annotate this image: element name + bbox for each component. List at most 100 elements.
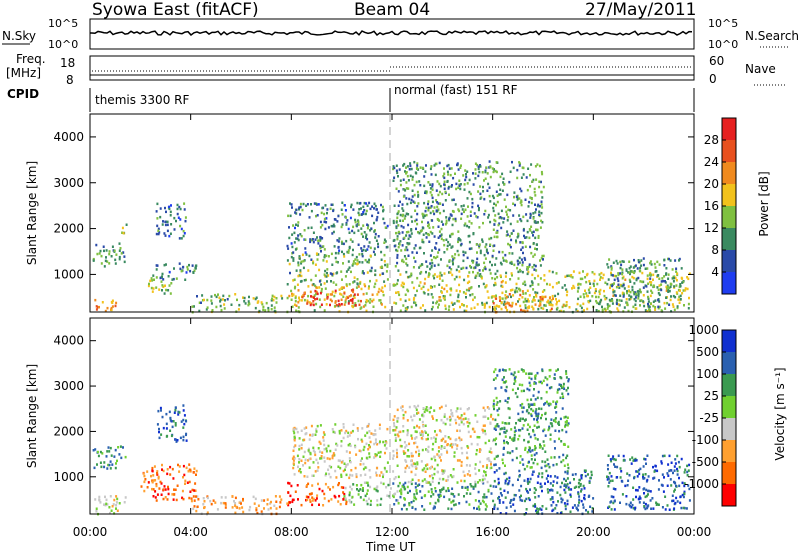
- scatter-cell: [397, 416, 400, 420]
- scatter-cell: [558, 429, 561, 433]
- scatter-cell: [546, 383, 549, 387]
- scatter-cell: [541, 206, 544, 209]
- scatter-cell: [629, 501, 632, 504]
- scatter-cell: [298, 444, 301, 448]
- scatter-cell: [537, 510, 539, 513]
- scatter-cell: [392, 179, 395, 182]
- scatter-cell: [367, 448, 370, 451]
- scatter-cell: [628, 298, 631, 301]
- scatter-cell: [526, 267, 529, 271]
- scatter-cell: [313, 202, 316, 205]
- scatter-cell: [361, 253, 364, 256]
- cpid-panel: CPID themis 3300 RF normal (fast) 151 RF: [7, 83, 695, 112]
- scatter-cell: [359, 474, 362, 477]
- scatter-cell: [559, 511, 562, 515]
- scatter-cell: [289, 214, 292, 218]
- scatter-cell: [567, 379, 570, 383]
- scatter-cell: [443, 251, 446, 254]
- scatter-cell: [254, 497, 257, 501]
- scatter-cell: [505, 205, 507, 209]
- scatter-cell: [411, 437, 414, 440]
- scatter-cell: [431, 185, 434, 188]
- scatter-cell: [469, 264, 471, 268]
- scatter-cell: [436, 201, 439, 204]
- scatter-cell: [601, 276, 604, 280]
- scatter-cell: [517, 232, 520, 236]
- scatter-cell: [488, 186, 491, 189]
- scatter-cell: [448, 217, 451, 220]
- scatter-cell: [622, 454, 625, 458]
- scatter-cell: [649, 280, 651, 284]
- scatter-cell: [435, 189, 438, 192]
- scatter-cell: [610, 459, 613, 463]
- scatter-cell: [649, 499, 652, 502]
- scatter-cell: [323, 443, 326, 447]
- scatter-cell: [426, 265, 429, 268]
- scatter-cell: [555, 272, 558, 275]
- colorbar-tick-label: -500: [692, 455, 719, 469]
- scatter-cell: [522, 424, 525, 427]
- scatter-cell: [152, 474, 155, 477]
- scatter-cell: [348, 266, 351, 269]
- scatter-cell: [189, 269, 192, 273]
- scatter-cell: [463, 188, 466, 191]
- scatter-cell: [540, 257, 543, 260]
- scatter-cell: [512, 373, 515, 377]
- scatter-cell: [359, 282, 362, 285]
- scatter-cell: [397, 434, 400, 438]
- scatter-cell: [640, 259, 643, 262]
- scatter-cell: [456, 481, 459, 484]
- scatter-cell: [446, 248, 449, 251]
- scatter-cell: [673, 490, 676, 493]
- scatter-cell: [295, 208, 298, 212]
- scatter-cell: [462, 304, 465, 307]
- scatter-cell: [531, 305, 534, 308]
- scatter-cell: [413, 441, 416, 445]
- scatter-cell: [526, 409, 529, 412]
- scatter-cell: [341, 213, 344, 216]
- scatter-cell: [652, 273, 655, 277]
- scatter-cell: [309, 240, 312, 244]
- scatter-cell: [291, 294, 294, 297]
- scatter-cell: [446, 264, 449, 268]
- scatter-cell: [609, 501, 612, 504]
- scatter-cell: [424, 170, 427, 173]
- scatter-cell: [490, 461, 492, 464]
- scatter-cell: [331, 290, 334, 294]
- scatter-cell: [519, 187, 522, 191]
- scatter-cell: [437, 450, 440, 453]
- scatter-cell: [425, 270, 427, 274]
- scatter-cell: [477, 490, 480, 494]
- scatter-cell: [319, 442, 322, 445]
- scatter-cell: [645, 488, 648, 492]
- scatter-cell: [300, 260, 303, 263]
- scatter-cell: [453, 256, 456, 260]
- scatter-cell: [396, 256, 399, 259]
- scatter-cell: [440, 447, 443, 450]
- scatter-cell: [489, 220, 492, 224]
- scatter-cell: [538, 164, 541, 168]
- scatter-cell: [435, 419, 438, 422]
- scatter-cell: [167, 485, 169, 489]
- scatter-cell: [629, 265, 632, 268]
- scatter-cell: [422, 213, 425, 216]
- scatter-cell: [331, 263, 334, 266]
- scatter-cell: [559, 396, 562, 399]
- scatter-cell: [584, 289, 586, 292]
- scatter-cell: [551, 489, 554, 492]
- scatter-cell: [362, 467, 365, 471]
- scatter-cell: [415, 430, 418, 434]
- scatter-cell: [212, 499, 215, 502]
- scatter-cell: [539, 443, 541, 446]
- scatter-cell: [160, 409, 162, 412]
- scatter-cell: [549, 475, 552, 478]
- scatter-cell: [410, 232, 413, 235]
- scatter-cell: [462, 470, 465, 474]
- scatter-cell: [513, 195, 515, 199]
- scatter-cell: [469, 286, 472, 290]
- scatter-cell: [664, 495, 667, 498]
- scatter-cell: [382, 482, 385, 486]
- scatter-cell: [292, 257, 295, 260]
- scatter-cell: [318, 503, 320, 506]
